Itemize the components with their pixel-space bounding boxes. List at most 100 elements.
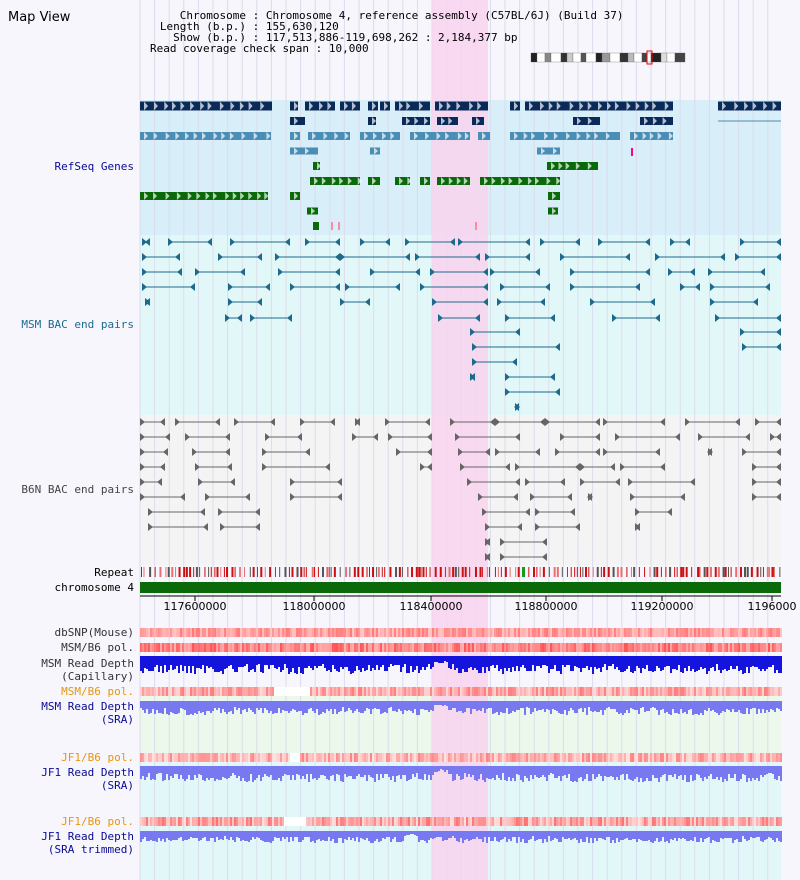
track-label-refseq[interactable]: RefSeq Genes (54, 160, 134, 173)
read-depth-bar (454, 766, 456, 780)
read-depth-bar (282, 831, 284, 837)
polymorphism-cell (456, 753, 458, 762)
polymorphism-cell (332, 643, 334, 652)
read-depth-bar (410, 656, 412, 666)
read-depth-bar (638, 766, 640, 782)
polymorphism-cell (404, 628, 406, 637)
read-depth-bar (366, 766, 368, 781)
read-depth-bar (540, 831, 542, 839)
read-depth-bar (188, 701, 190, 715)
ideogram-band (601, 52, 611, 63)
length-value: 155,630,120 (265, 20, 339, 33)
repeat-mark (389, 567, 392, 577)
polymorphism-cell (622, 628, 624, 637)
polymorphism-cell (214, 643, 216, 652)
polymorphism-cell (500, 643, 502, 652)
polymorphism-cell (338, 817, 340, 826)
polymorphism-cell (142, 643, 144, 652)
polymorphism-cell (188, 687, 190, 696)
strand-arrow (448, 117, 453, 125)
read-depth-bar (518, 656, 520, 671)
read-depth-bar (218, 701, 220, 708)
read-depth-bar (742, 701, 744, 714)
repeat-mark (649, 567, 651, 577)
strand-arrow (172, 101, 177, 111)
polymorphism-cell (446, 753, 448, 762)
repeat-mark (279, 567, 281, 577)
read-depth-bar (304, 831, 306, 837)
read-depth-bar (630, 656, 632, 672)
polymorphism-cell (530, 753, 532, 762)
read-depth-bar (486, 766, 488, 778)
repeat-mark (665, 567, 667, 577)
polymorphism-cell (314, 643, 316, 652)
bac-end-marker (148, 508, 153, 516)
polymorphism-cell (168, 643, 170, 652)
read-depth-bar (240, 656, 242, 667)
polymorphism-cell (236, 753, 238, 762)
repeat-mark (739, 567, 742, 577)
read-depth-bar (380, 701, 382, 714)
track-label-b6n-bac[interactable]: B6N BAC end pairs (21, 483, 134, 496)
polymorphism-cell (342, 753, 344, 762)
bac-end-marker (200, 508, 205, 516)
repeat-mark (305, 567, 307, 577)
bac-end-marker (395, 283, 400, 291)
polymorphism-cell (516, 628, 518, 637)
polymorphism-cell (446, 628, 448, 637)
read-depth-bar (322, 701, 324, 712)
bac-end-marker (198, 478, 203, 486)
bac-end-marker (388, 433, 393, 441)
read-depth-bar (264, 701, 266, 708)
read-depth-bar (482, 701, 484, 708)
repeat-mark (522, 567, 525, 577)
read-depth-bar (610, 831, 612, 843)
read-depth-bar (590, 701, 592, 711)
polymorphism-cell (432, 643, 434, 652)
read-depth-bar (394, 766, 396, 782)
bac-end-marker (405, 253, 410, 261)
polymorphism-cell (316, 643, 318, 652)
polymorphism-cell (322, 628, 324, 637)
read-depth-bar (140, 656, 142, 671)
read-depth-bar (740, 701, 742, 713)
polymorphism-cell (170, 687, 172, 696)
polymorphism-cell (154, 687, 156, 696)
polymorphism-cell (618, 643, 620, 652)
bac-end-marker (555, 343, 560, 351)
read-depth-bar (608, 831, 610, 837)
read-depth-bar (538, 656, 540, 666)
polymorphism-cell (412, 687, 414, 696)
polymorphism-cell (570, 628, 572, 637)
polymorphism-cell (546, 643, 548, 652)
polymorphism-cell (586, 817, 588, 826)
polymorphism-cell (520, 687, 522, 696)
read-depth-bar (518, 766, 520, 775)
bac-end-marker (250, 314, 255, 322)
read-depth-bar (606, 656, 608, 670)
polymorphism-cell (462, 687, 464, 696)
polymorphism-cell (468, 753, 470, 762)
read-depth-bar (642, 656, 644, 668)
read-depth-bar (338, 656, 340, 672)
track-label-msm-depth-capillary: MSM Read Depth (Capillary) (41, 657, 134, 683)
polymorphism-cell (708, 643, 710, 652)
polymorphism-cell (436, 628, 438, 637)
polymorphism-cell (704, 628, 706, 637)
polymorphism-cell (310, 817, 312, 826)
track-label-msm-bac[interactable]: MSM BAC end pairs (21, 318, 134, 331)
polymorphism-cell (302, 753, 304, 762)
polymorphism-cell (584, 628, 586, 637)
read-depth-bar (552, 766, 554, 774)
read-depth-bar (232, 831, 234, 840)
polymorphism-cell (246, 687, 248, 696)
polymorphism-cell (582, 753, 584, 762)
strand-arrow (657, 132, 662, 140)
polymorphism-cell (710, 628, 712, 637)
read-depth-bar (402, 766, 404, 775)
polymorphism-cell (772, 643, 774, 652)
read-depth-bar (554, 701, 556, 710)
read-depth-bar (502, 766, 504, 773)
polymorphism-cell (506, 753, 508, 762)
